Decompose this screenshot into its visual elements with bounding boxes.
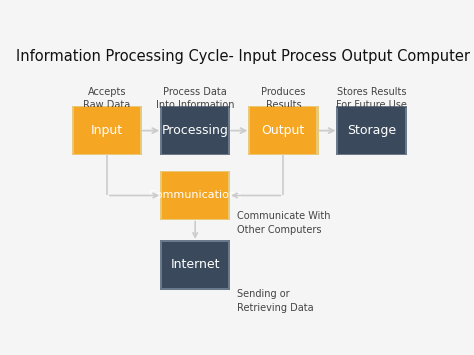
- FancyBboxPatch shape: [162, 108, 228, 154]
- Text: Information Processing Cycle- Input Process Output Computer: Information Processing Cycle- Input Proc…: [16, 49, 470, 65]
- Text: Processing: Processing: [162, 124, 228, 137]
- Text: Accepts
Raw Data: Accepts Raw Data: [83, 87, 131, 110]
- Text: Storage: Storage: [347, 124, 396, 137]
- Text: Output: Output: [262, 124, 305, 137]
- Text: Internet: Internet: [171, 258, 220, 272]
- FancyBboxPatch shape: [72, 106, 142, 155]
- FancyBboxPatch shape: [336, 106, 407, 155]
- FancyBboxPatch shape: [248, 106, 319, 155]
- FancyBboxPatch shape: [162, 242, 228, 288]
- Text: Produces
Results: Produces Results: [261, 87, 306, 110]
- FancyBboxPatch shape: [162, 172, 228, 219]
- FancyBboxPatch shape: [160, 171, 230, 220]
- Text: Communicate With
Other Computers: Communicate With Other Computers: [237, 212, 331, 235]
- Text: Input: Input: [91, 124, 123, 137]
- Text: Stores Results
For Future Use: Stores Results For Future Use: [336, 87, 407, 110]
- FancyBboxPatch shape: [338, 108, 405, 154]
- FancyBboxPatch shape: [250, 108, 316, 154]
- Text: Sending or
Retrieving Data: Sending or Retrieving Data: [237, 289, 314, 312]
- FancyBboxPatch shape: [160, 240, 230, 290]
- FancyBboxPatch shape: [74, 108, 140, 154]
- FancyBboxPatch shape: [160, 106, 230, 155]
- Text: Process Data
Into Information: Process Data Into Information: [156, 87, 235, 110]
- Text: Communications: Communications: [148, 191, 242, 201]
